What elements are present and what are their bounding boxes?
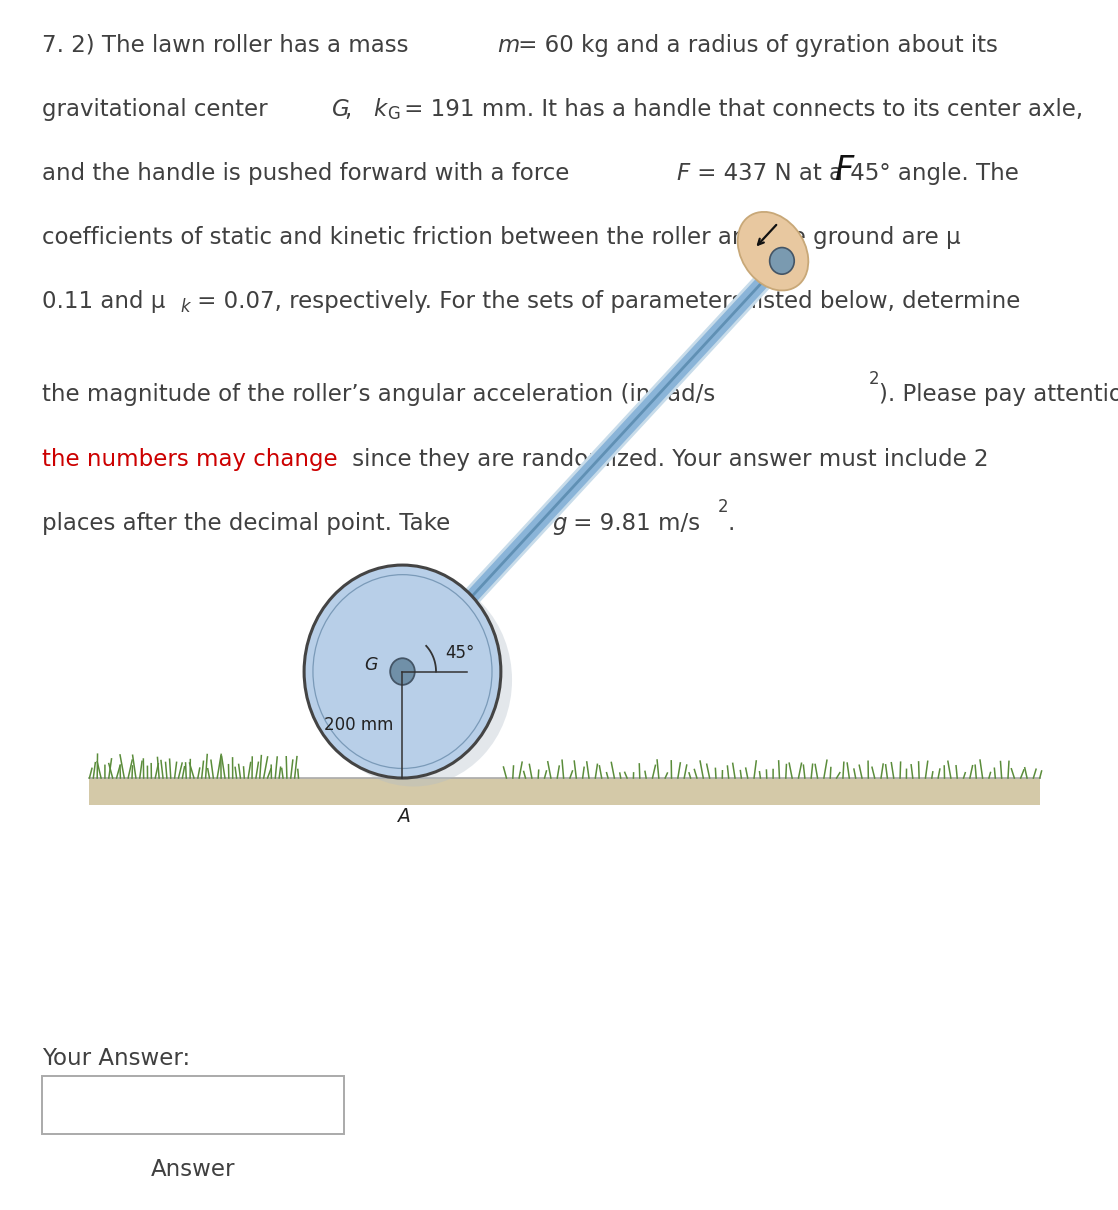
Text: Answer: Answer xyxy=(151,1158,236,1181)
Text: F: F xyxy=(676,162,689,185)
Text: = 191 mm. It has a handle that connects to its center axle,: = 191 mm. It has a handle that connects … xyxy=(397,98,1083,121)
Text: places after the decimal point. Take: places after the decimal point. Take xyxy=(42,512,458,535)
Bar xyxy=(89,778,1040,805)
Text: G: G xyxy=(332,98,350,121)
Text: the numbers may change: the numbers may change xyxy=(42,448,338,471)
Text: ,: , xyxy=(345,98,360,121)
Text: = 9.81 m/s: = 9.81 m/s xyxy=(566,512,700,535)
Text: g: g xyxy=(552,512,567,535)
Circle shape xyxy=(396,663,409,680)
Text: 7. 2) The lawn roller has a mass: 7. 2) The lawn roller has a mass xyxy=(42,34,416,57)
Text: 2: 2 xyxy=(869,370,880,388)
Text: F: F xyxy=(834,154,853,186)
Text: 0.11 and μ: 0.11 and μ xyxy=(42,290,165,313)
Text: gravitational center: gravitational center xyxy=(42,98,275,121)
Text: the magnitude of the roller’s angular acceleration (in rad/s: the magnitude of the roller’s angular ac… xyxy=(42,384,716,407)
Text: Your Answer:: Your Answer: xyxy=(42,1047,190,1070)
Text: coefficients of static and kinetic friction between the roller and the ground ar: coefficients of static and kinetic frict… xyxy=(42,226,961,249)
Text: = 0.07, respectively. For the sets of parameters listed below, determine: = 0.07, respectively. For the sets of pa… xyxy=(190,290,1021,313)
Text: = 437 N at a 45° angle. The: = 437 N at a 45° angle. The xyxy=(690,162,1018,185)
Circle shape xyxy=(315,574,512,786)
Text: G: G xyxy=(364,657,378,674)
Text: k: k xyxy=(180,298,190,316)
Text: 2: 2 xyxy=(718,499,728,517)
Text: 45°: 45° xyxy=(445,644,474,662)
Circle shape xyxy=(304,565,501,778)
FancyBboxPatch shape xyxy=(42,1076,344,1134)
Circle shape xyxy=(390,658,415,685)
Text: 200 mm: 200 mm xyxy=(324,716,394,733)
Text: ). Please pay attention:: ). Please pay attention: xyxy=(879,384,1118,407)
Text: and the handle is pushed forward with a force: and the handle is pushed forward with a … xyxy=(42,162,577,185)
Ellipse shape xyxy=(738,212,808,290)
Text: A: A xyxy=(398,807,411,826)
Text: since they are randomized. Your answer must include 2: since they are randomized. Your answer m… xyxy=(345,448,989,471)
Text: m: m xyxy=(498,34,519,57)
Text: = 60 kg and a radius of gyration about its: = 60 kg and a radius of gyration about i… xyxy=(511,34,997,57)
Text: k: k xyxy=(373,98,387,121)
Text: .: . xyxy=(728,512,735,535)
Circle shape xyxy=(769,248,794,275)
Text: G: G xyxy=(387,105,399,123)
